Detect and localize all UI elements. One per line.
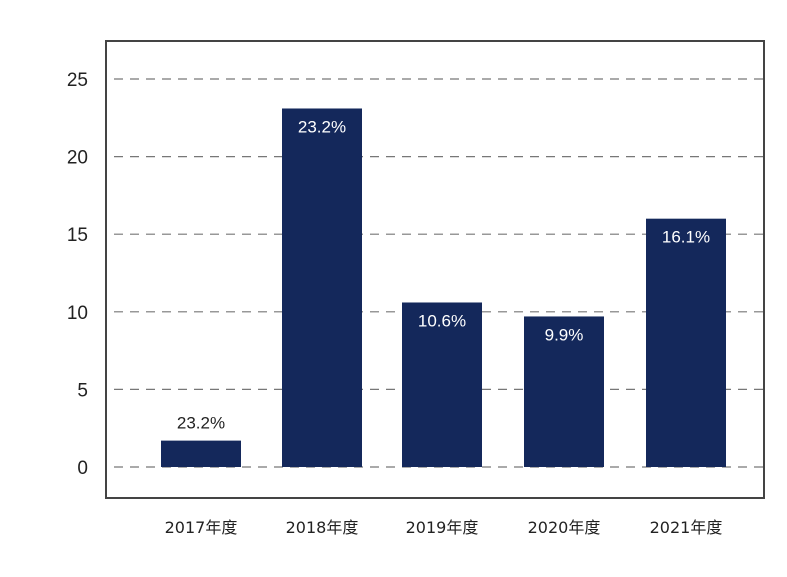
bar-2020年度 [524,316,604,467]
bars [161,108,726,467]
plot-frame [105,40,765,499]
data-label-2020年度: 9.9% [545,325,584,344]
y-tick-label-25: 25 [67,70,88,91]
bar-2018年度 [282,108,362,467]
x-category-label-2020: 2020年度 [528,518,601,537]
bar-2021年度 [646,218,726,467]
x-category-label-2017: 2017年度 [165,518,238,537]
bar-2019年度 [402,302,482,467]
data-labels: 23.2% 23.2% 10.6% 9.9% 16.1% [177,117,710,432]
y-tick-label-15: 15 [67,225,88,246]
x-category-label-2021: 2021年度 [650,518,723,537]
y-tick-label-20: 20 [67,148,88,169]
data-label-2021年度: 16.1% [662,228,710,247]
x-category-label-2018: 2018年度 [286,518,359,537]
axis-labels: 0 5 10 15 20 25 2017年度 2018年度 2019年度 202… [67,70,723,537]
x-category-label-2019: 2019年度 [406,518,479,537]
data-label-2019年度: 10.6% [418,311,466,330]
y-tick-label-10: 10 [67,303,88,324]
y-tick-label-5: 5 [77,380,88,401]
y-tick-label-0: 0 [77,458,88,479]
data-label-2018年度: 23.2% [298,117,346,136]
bar-2017年度 [161,440,241,467]
data-label-2017年度: 23.2% [177,414,225,433]
